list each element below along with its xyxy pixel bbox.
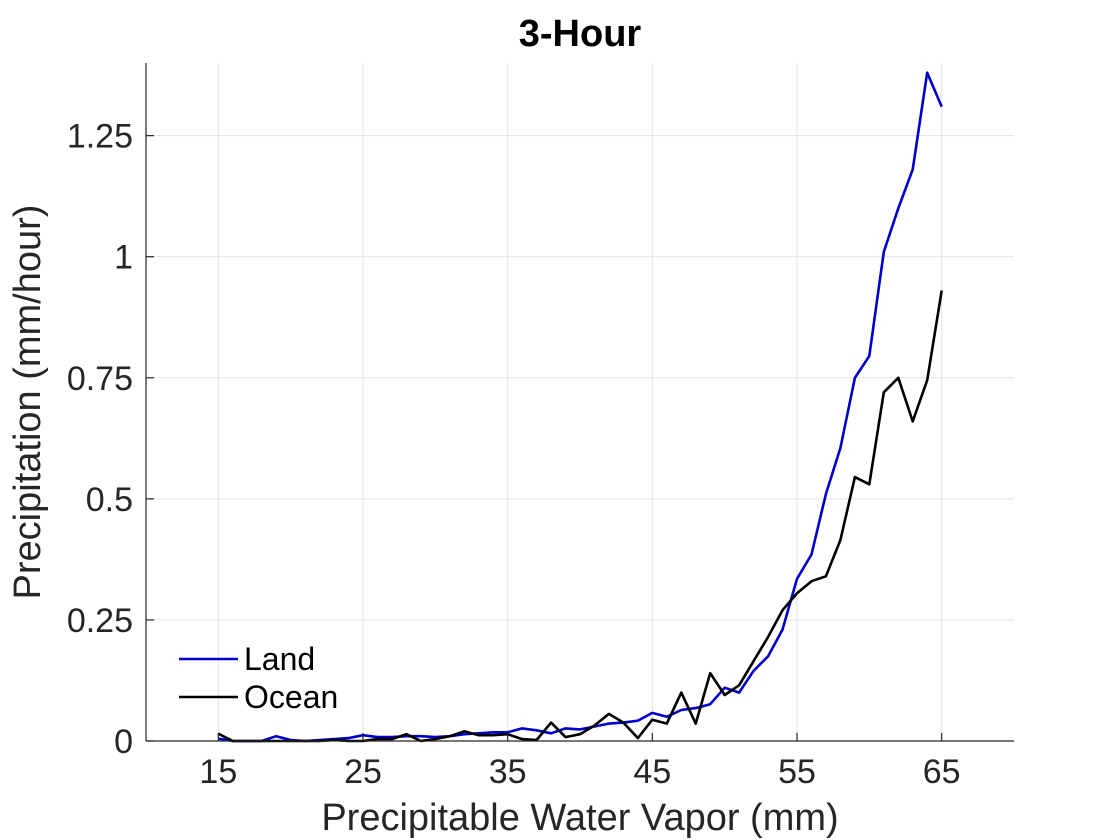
y-tick-label-1: 0.25 [67,602,133,640]
y-axis-label: Precipitation (mm/hour) [7,205,49,600]
legend-label-ocean: Ocean [244,679,338,715]
x-tick-label-2: 35 [489,753,527,791]
series-layer [217,71,943,743]
x-tick-label-5: 65 [923,753,961,791]
x-tick-label-4: 55 [778,753,816,791]
y-tick-labels: 0 0.25 0.5 0.75 1 1.25 [67,118,133,761]
series-line-ocean [217,290,943,743]
legend-label-land: Land [244,641,315,677]
x-tick-label-1: 25 [344,753,382,791]
series-line-land [218,71,943,743]
x-axis-label: Precipitable Water Vapor (mm) [321,797,838,839]
y-tick-label-0: 0 [114,723,133,761]
y-tick-label-3: 0.75 [67,360,133,398]
y-tick-label-4: 1 [114,239,133,277]
y-tick-label-5: 1.25 [67,118,133,156]
x-tick-label-0: 15 [199,753,237,791]
x-tick-label-3: 45 [633,753,671,791]
x-tick-labels: 15 25 35 45 55 65 [199,753,960,791]
chart-title: 3-Hour [519,13,642,55]
grid [146,63,1014,742]
axes [145,63,1014,742]
y-tick-label-2: 0.5 [86,481,133,519]
